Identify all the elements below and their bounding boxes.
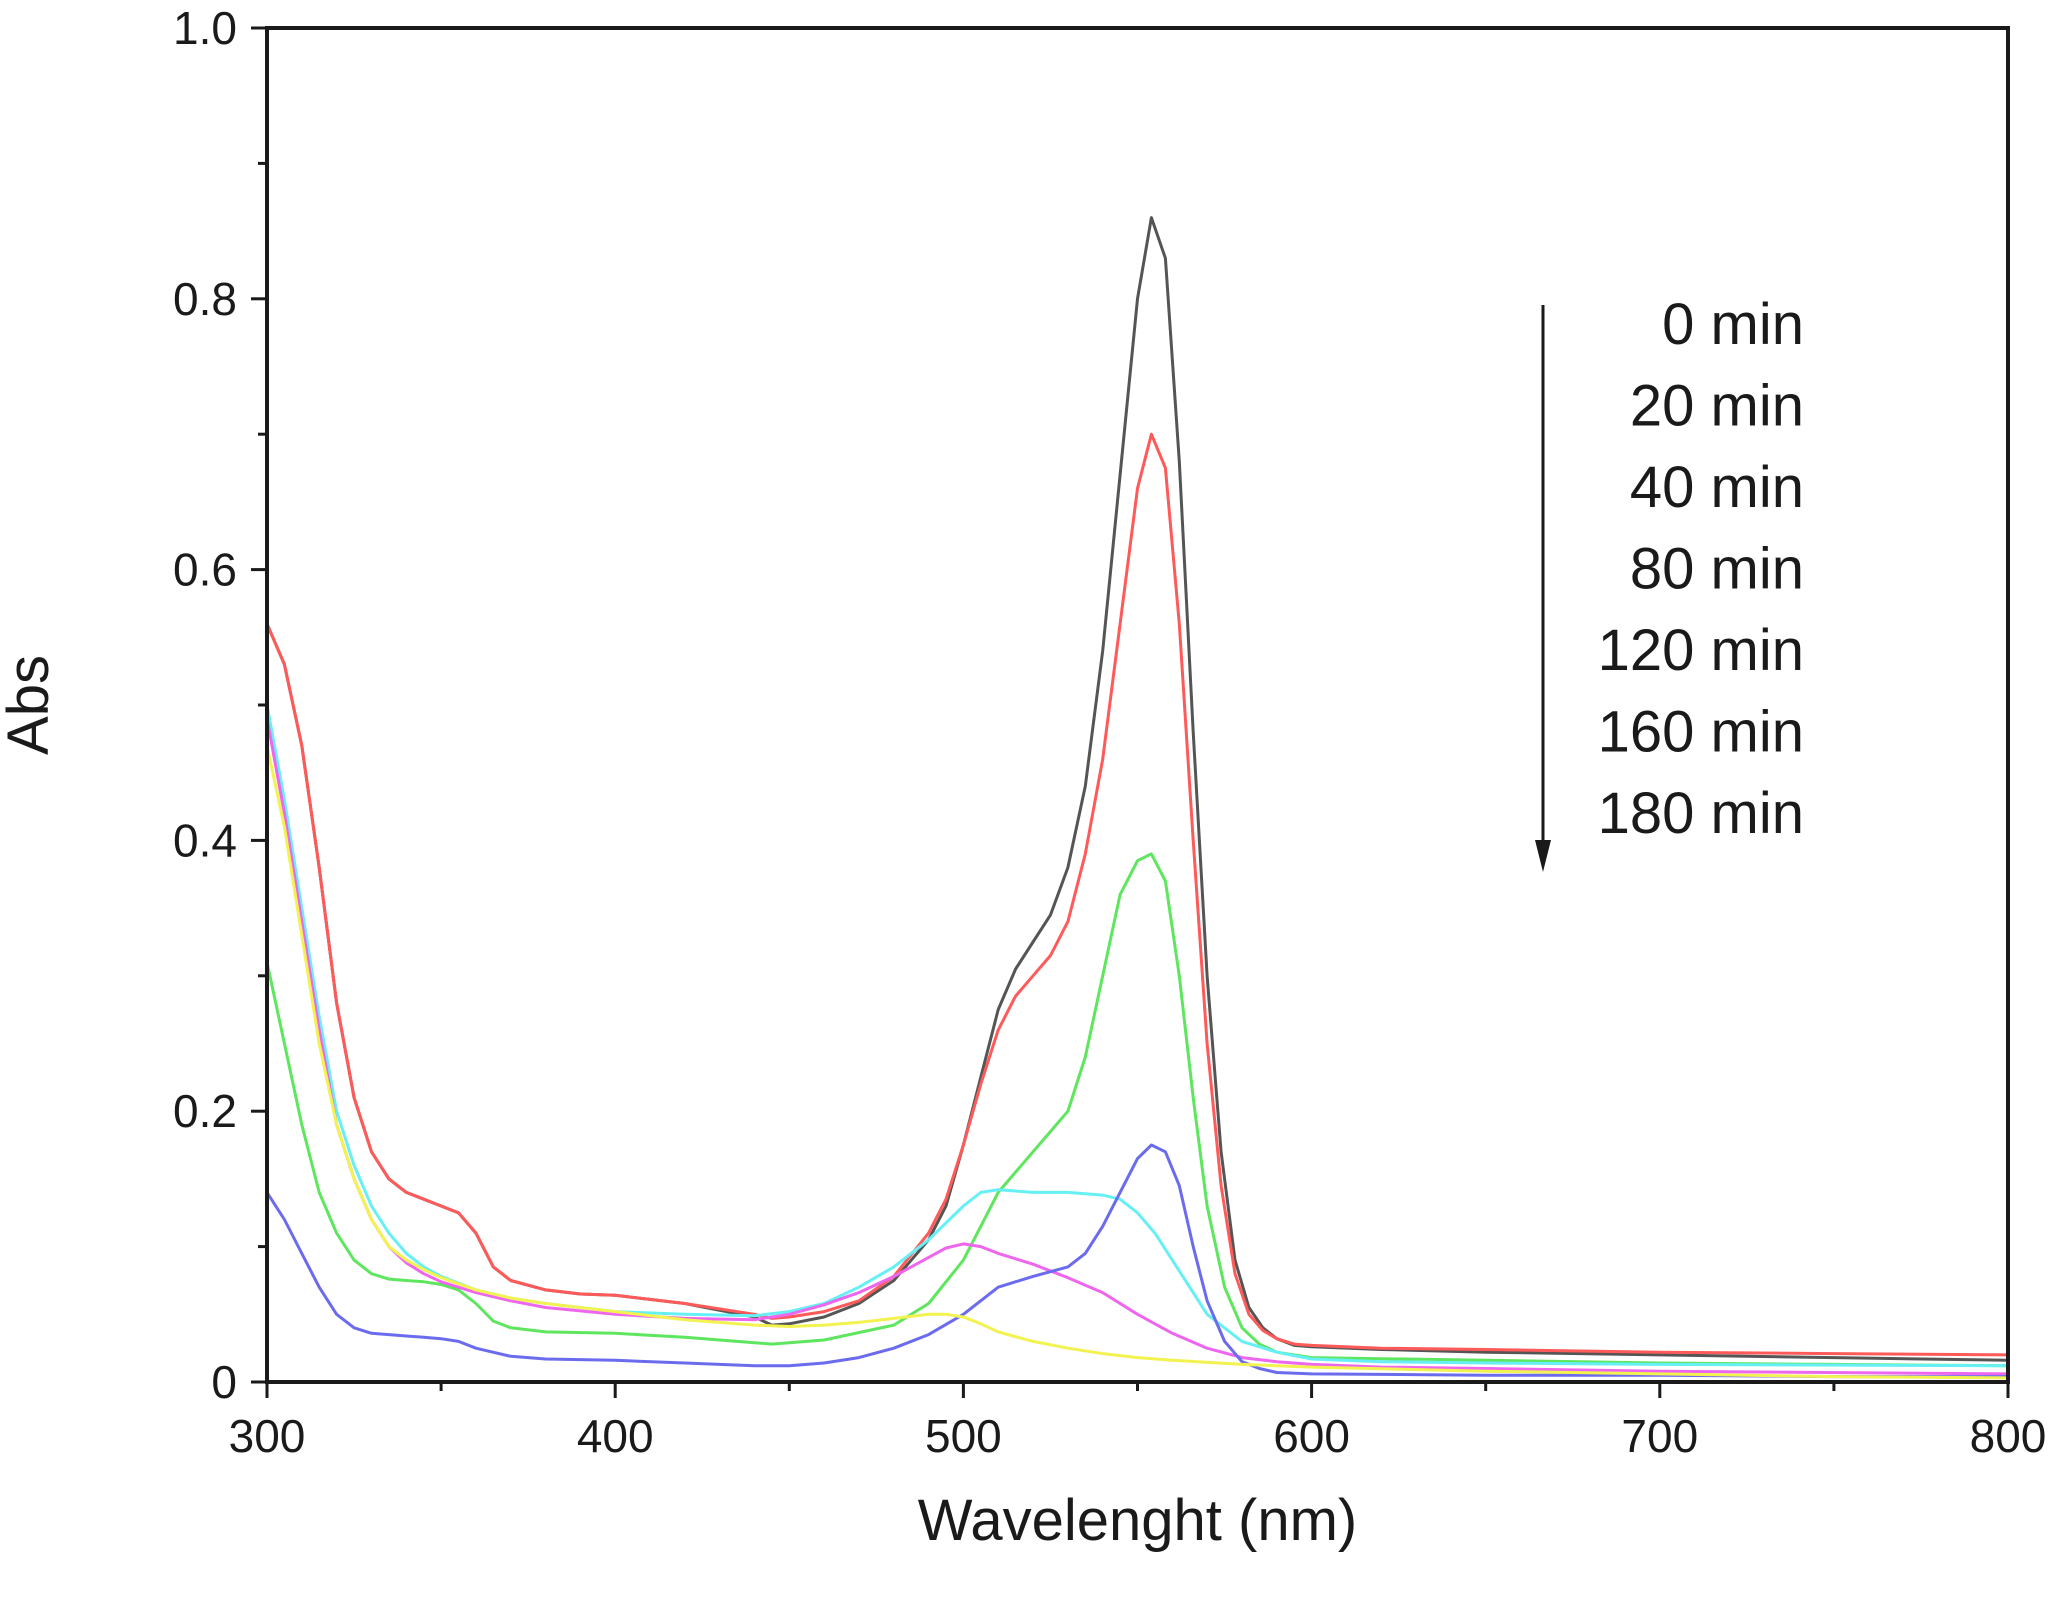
legend-label-1: 0 min — [1662, 292, 1804, 357]
series-line-7 — [265, 745, 2009, 1380]
y-tick-label: 0.8 — [173, 273, 237, 325]
y-axis-title: Abs — [0, 655, 61, 755]
series-line-4 — [265, 704, 2009, 1368]
y-tick-label: 0.2 — [173, 1085, 237, 1137]
y-tick-label: 0.6 — [173, 544, 237, 596]
x-axis-title: Wavelenght (nm) — [918, 1488, 1357, 1553]
x-tick-label: 600 — [1273, 1410, 1350, 1462]
series-layer — [265, 216, 2009, 1380]
legend-label-5: 120 min — [1598, 618, 1804, 683]
legend-label-7: 180 min — [1598, 781, 1804, 846]
y-tick-label: 0.4 — [173, 814, 237, 866]
x-tick-label: 700 — [1621, 1410, 1698, 1462]
series-line-2 — [265, 432, 2009, 1357]
x-tick-label: 500 — [925, 1410, 1002, 1462]
legend-label-2: 20 min — [1630, 374, 1804, 439]
x-tick-label: 300 — [229, 1410, 306, 1462]
x-tick-label: 800 — [1970, 1410, 2047, 1462]
y-tick-label: 1.0 — [173, 2, 237, 54]
legend-label-4: 80 min — [1630, 537, 1804, 602]
y-tick-label: 0 — [211, 1356, 237, 1408]
series-line-3 — [265, 852, 2009, 1368]
legend: 0 min 20 min 40 min 80 min 120 min 160 min 180… — [1535, 292, 1804, 872]
legend-label-6: 160 min — [1598, 700, 1804, 765]
legend-label-3: 40 min — [1630, 455, 1804, 520]
arrow-down-icon — [1535, 840, 1551, 872]
x-tick-label: 400 — [577, 1410, 654, 1462]
series-line-6 — [265, 1143, 2008, 1379]
axis-ticks: 300 400 500 600 700 800 0 0.2 0.4 0.6 0.8 1.0 — [173, 2, 2046, 1462]
